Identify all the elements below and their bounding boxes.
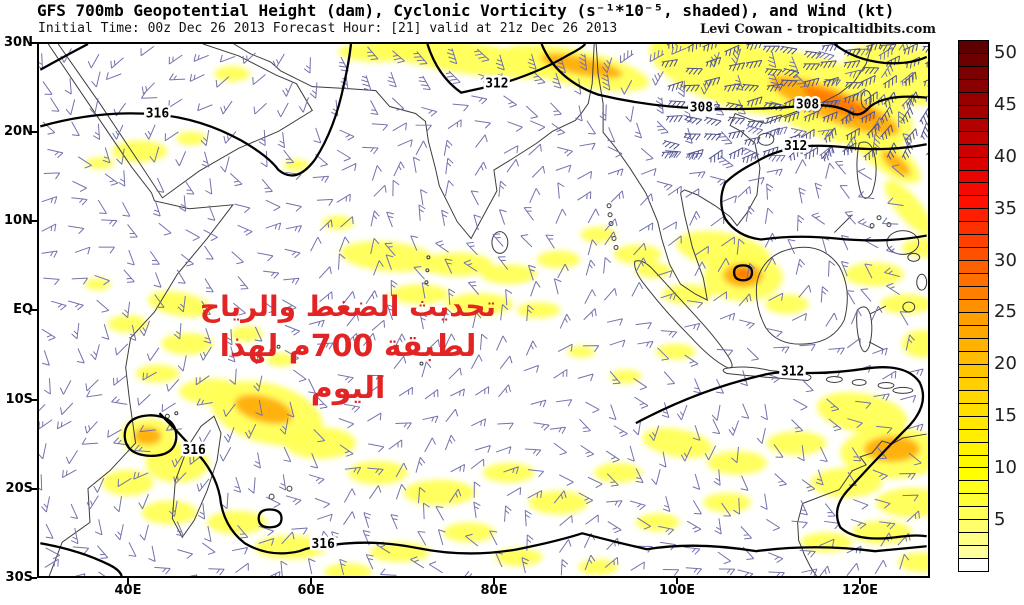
colorbar-cell (959, 157, 988, 171)
lon-label-100E: 100E (658, 583, 696, 598)
colorbar-tick-40: 40 (994, 145, 1017, 167)
colorbar-cell (959, 481, 988, 495)
colorbar-tick-20: 20 (994, 353, 1017, 375)
lat-tick (30, 42, 37, 44)
lon-label-80E: 80E (480, 583, 508, 598)
lat-label-EQ: EQ (13, 302, 33, 317)
contour-labels: 316 312 308 308 312 312 316 316 (143, 74, 821, 554)
contour-label-312: 312 (781, 365, 804, 380)
contour-label-316: 316 (146, 106, 170, 121)
colorbar-cell (959, 455, 988, 469)
colorbar-cell (959, 183, 988, 197)
annotation-line-2: لطبقة 700م لهذا اليوم (219, 329, 477, 406)
contour-label-316: 316 (312, 537, 336, 552)
lon-label-60E: 60E (297, 583, 325, 598)
arabic-annotation: تحديث الضغط والرياح لطبقة 700م لهذا اليو… (178, 288, 518, 410)
colorbar-cell (959, 41, 988, 54)
credit-text: Levi Cowan - tropicaltidbits.com (699, 22, 936, 37)
colorbar-cell (959, 53, 988, 67)
lat-label-10N: 10N (4, 213, 33, 228)
colorbar-cell (959, 144, 988, 158)
colorbar-cell (959, 131, 988, 145)
colorbar-tick-45: 45 (994, 93, 1017, 115)
height-contours (39, 42, 928, 577)
colorbar-tick-15: 15 (994, 405, 1017, 427)
colorbar-cell (959, 442, 988, 456)
lon-label-120E: 120E (841, 583, 879, 598)
colorbar-cell (959, 416, 988, 430)
contour-label-312: 312 (784, 139, 807, 154)
colorbar-cell (959, 559, 988, 572)
colorbar-cell (959, 92, 988, 106)
lat-label-30S: 30S (5, 570, 33, 585)
colorbar-cell (959, 248, 988, 262)
colorbar-cell (959, 274, 988, 288)
lat-tick (30, 309, 37, 311)
colorbar-cell (959, 300, 988, 314)
colorbar-cell (959, 546, 988, 560)
lat-label-10S: 10S (5, 392, 33, 407)
lon-tick (127, 578, 129, 584)
lon-label-40E: 40E (114, 583, 142, 598)
contour-label-312: 312 (485, 77, 508, 92)
colorbar-tick-35: 35 (994, 197, 1017, 219)
colorbar-tick-25: 25 (994, 301, 1017, 323)
colorbar-cell (959, 222, 988, 236)
colorbar-cell (959, 118, 988, 132)
contour-label-316: 316 (183, 443, 207, 458)
colorbar (958, 40, 989, 572)
colorbar-cell (959, 520, 988, 534)
colorbar-cell (959, 468, 988, 482)
colorbar-cell (959, 313, 988, 326)
lat-label-30N: 30N (4, 35, 33, 50)
colorbar-cell (959, 209, 988, 223)
colorbar-cell (959, 196, 988, 210)
colorbar-cell (959, 66, 988, 80)
lat-label-20S: 20S (5, 481, 33, 496)
colorbar-tick-30: 30 (994, 249, 1017, 271)
colorbar-cell (959, 79, 988, 93)
lat-tick (30, 399, 37, 401)
colorbar-tick-10: 10 (994, 457, 1017, 479)
map-canvas: 316 312 308 308 312 312 316 316 (32, 31, 961, 588)
map-area: 316 312 308 308 312 312 316 316 (32, 31, 961, 588)
colorbar-cell (959, 533, 988, 547)
colorbar-cell (959, 403, 988, 417)
colorbar-cell (959, 494, 988, 508)
wind-barbs (32, 35, 940, 588)
chart-title: GFS 700mb Geopotential Height (dam), Cyc… (37, 1, 895, 20)
coastlines (47, 43, 928, 577)
colorbar-cell (959, 170, 988, 184)
colorbar-cell (959, 377, 988, 391)
colorbar-tick-5: 5 (994, 509, 1006, 531)
contour-label-308: 308 (690, 100, 713, 115)
colorbar-cell (959, 235, 988, 249)
colorbar-cell (959, 429, 988, 443)
colorbar-cell (959, 338, 988, 352)
colorbar-cell (959, 287, 988, 301)
annotation-line-1: تحديث الضغط والرياح (199, 290, 497, 323)
lon-tick (310, 578, 312, 584)
contour-label-308: 308 (796, 98, 819, 113)
chart-subtitle: Initial Time: 00z Dec 26 2013 Forecast H… (38, 21, 618, 36)
lat-tick (30, 131, 37, 133)
colorbar-cell (959, 390, 988, 404)
colorbar-cell (959, 105, 988, 119)
colorbar-cell (959, 351, 988, 365)
colorbar-cell (959, 507, 988, 521)
colorbar-cell (959, 325, 988, 339)
colorbar-tick-50: 50 (994, 41, 1017, 63)
lon-tick (493, 578, 495, 584)
lat-label-20N: 20N (4, 124, 33, 139)
colorbar-cell (959, 364, 988, 378)
lat-tick (30, 488, 37, 490)
lon-tick (676, 578, 678, 584)
lat-tick (30, 220, 37, 222)
lon-tick (859, 578, 861, 584)
lat-tick (30, 577, 37, 579)
colorbar-tick-labels: 5 10 15 20 25 30 35 40 45 50 (994, 40, 1024, 572)
colorbar-cell (959, 261, 988, 275)
